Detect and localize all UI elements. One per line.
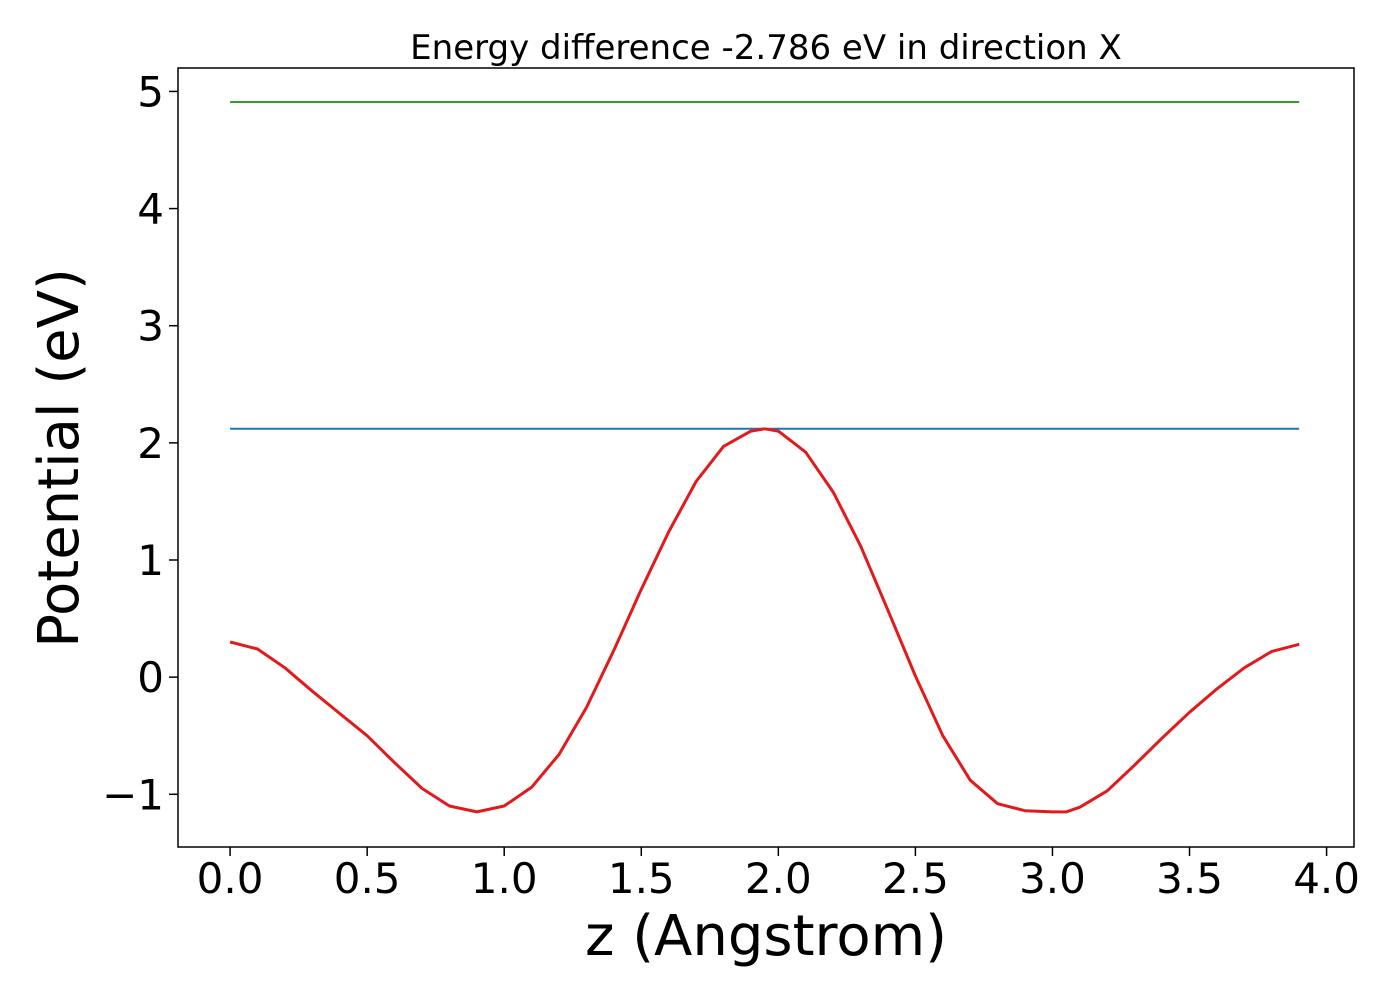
x-tick-label: 3.5: [1156, 854, 1223, 903]
x-tick-label: 2.5: [882, 854, 949, 903]
x-tick-label: 2.0: [745, 854, 812, 903]
y-tick-label: 2: [137, 419, 164, 468]
x-tick-label: 1.5: [608, 854, 675, 903]
x-tick-label: 3.0: [1019, 854, 1086, 903]
x-tick-label: 4.0: [1293, 854, 1360, 903]
plot-background: [178, 68, 1354, 847]
series-layer: [229, 101, 1300, 814]
x-tick-label: 1.0: [471, 854, 538, 903]
x-axis: 0.0 0.5 1.0 1.5 2.0 2.5 3.0 3.5 4.0: [197, 847, 1360, 903]
chart-title: Energy difference -2.786 eV in direction…: [410, 28, 1122, 68]
y-axis: −1 0 1 2 3 4 5: [102, 67, 178, 819]
x-tick-label: 0.5: [334, 854, 401, 903]
y-tick-label: 0: [137, 653, 164, 702]
y-axis-label: Potential (eV): [27, 268, 92, 648]
y-tick-label: 1: [137, 536, 164, 585]
plot-frame: [177, 67, 1355, 848]
y-tick-label: 3: [137, 302, 164, 351]
y-tick-label: −1: [102, 770, 164, 819]
x-axis-label: z (Angstrom): [585, 904, 947, 969]
series-line-3: [229, 427, 1300, 814]
x-tick-label: 0.0: [197, 854, 264, 903]
y-tick-label: 4: [137, 185, 164, 234]
y-tick-label: 5: [137, 67, 164, 116]
